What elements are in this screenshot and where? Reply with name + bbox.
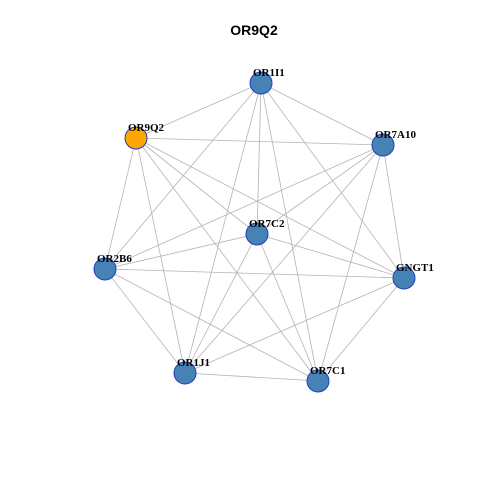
node-label: OR1I1: [253, 67, 285, 79]
edge: [104, 137, 137, 270]
node-label: OR1J1: [177, 357, 210, 369]
node: [245, 222, 269, 246]
edge: [104, 82, 262, 270]
edge: [317, 277, 405, 382]
diagram-title: OR9Q2: [230, 22, 278, 38]
node: [306, 369, 330, 393]
edge: [135, 137, 384, 146]
node: [392, 266, 416, 290]
edge: [260, 82, 319, 382]
node: [93, 257, 117, 281]
edge: [184, 277, 405, 374]
edge: [184, 372, 319, 382]
node-label: OR7C1: [310, 365, 345, 377]
edge: [184, 82, 262, 374]
edge: [135, 137, 319, 382]
edge: [256, 233, 319, 382]
edge: [135, 137, 405, 279]
edges: [104, 82, 405, 382]
edge: [135, 137, 186, 374]
edge: [382, 144, 405, 279]
edge: [135, 82, 262, 139]
edge: [184, 144, 384, 374]
edge: [256, 82, 262, 235]
edge: [104, 268, 319, 382]
edge: [256, 144, 384, 235]
edge: [317, 144, 384, 382]
node-label: OR2B6: [97, 253, 132, 265]
node: [371, 133, 395, 157]
edge: [104, 144, 384, 270]
edge: [104, 233, 258, 270]
node: [249, 71, 273, 95]
edge: [260, 82, 384, 146]
node-label: OR9Q2: [128, 122, 165, 134]
node: [124, 126, 148, 150]
edge: [104, 268, 405, 279]
nodes: OR1I1 OR9Q2 OR7A10 OR7C2 OR2B6 GNGT1 OR1J1 OR7C…: [93, 67, 434, 393]
node-label: OR7A10: [375, 129, 416, 141]
edge: [184, 233, 258, 374]
edge: [135, 137, 258, 235]
node: [173, 361, 197, 385]
node-label: OR7C2: [249, 218, 285, 230]
node-label: GNGT1: [396, 262, 434, 274]
edge: [104, 268, 186, 374]
edge: [256, 233, 405, 279]
